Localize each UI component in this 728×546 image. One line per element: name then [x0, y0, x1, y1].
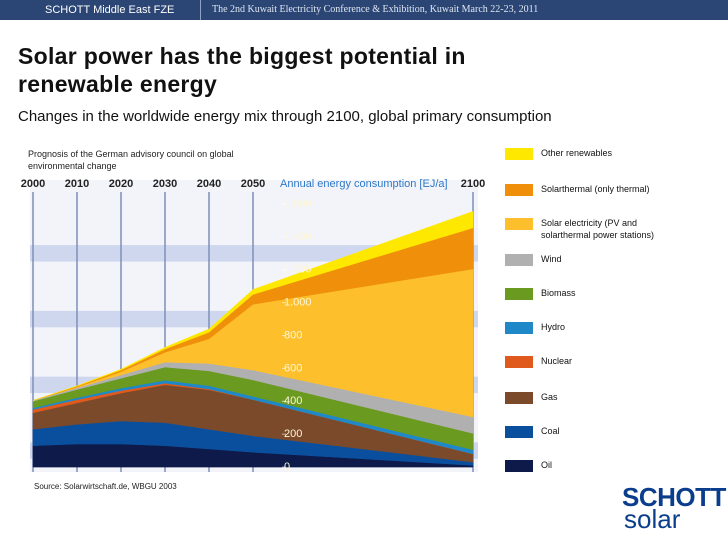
legend-swatch [505, 218, 533, 230]
legend-swatch [505, 288, 533, 300]
x-tick-label: 2030 [153, 178, 177, 190]
x-tick-label: 2050 [241, 178, 265, 190]
legend-swatch [505, 356, 533, 368]
legend-label: Hydro [541, 322, 566, 332]
legend-label: Biomass [541, 288, 576, 298]
chart-note: Prognosis of the German advisory council… [28, 149, 234, 171]
legend-label: Coal [541, 426, 560, 436]
legend-label: Solar electricity (PV and solarthermal p… [541, 218, 655, 240]
y-tick-label: 600 [284, 362, 302, 374]
x-tick-label: 2040 [197, 178, 221, 190]
header-separator [200, 0, 201, 20]
legend-label: Nuclear [541, 356, 573, 366]
slide-subtitle: Changes in the worldwide energy mix thro… [18, 108, 552, 125]
legend-label: Gas [541, 392, 558, 402]
slide-title: Solar power has the biggest potential in… [18, 43, 466, 97]
legend-swatch [505, 184, 533, 196]
legend-swatch [505, 392, 533, 404]
y-axis-label: Annual energy consumption [EJ/a] [280, 178, 448, 190]
y-tick-label: 1.000 [284, 297, 312, 309]
legend-label: Other renewables [541, 148, 613, 158]
x-tick-label: 2100 [461, 178, 485, 190]
y-tick-label: 0 [284, 461, 290, 473]
header-bar [0, 0, 728, 20]
y-tick-label: 1.400 [284, 231, 312, 243]
header-left: SCHOTT Middle East FZE [45, 4, 175, 16]
logo-brand: SCHOTT [622, 482, 726, 512]
legend-swatch [505, 426, 533, 438]
legend-swatch [505, 254, 533, 266]
x-tick-label: 2010 [65, 178, 89, 190]
legend-swatch [505, 148, 533, 160]
legend-label: Solarthermal (only thermal) [541, 184, 650, 194]
x-tick-label: 2000 [21, 178, 45, 190]
y-tick-label: 400 [284, 395, 302, 407]
legend-swatch [505, 460, 533, 472]
legend-label: Oil [541, 460, 552, 470]
area [32, 211, 474, 401]
y-tick-label: 1.200 [284, 264, 312, 276]
x-tick-label: 2020 [109, 178, 133, 190]
y-tick-label: 1.600 [284, 198, 312, 210]
legend-swatch [505, 322, 533, 334]
y-tick-label: 200 [284, 428, 302, 440]
logo-sub: solar [624, 504, 681, 534]
header-right: The 2nd Kuwait Electricity Conference & … [212, 4, 539, 15]
legend-label: Wind [541, 254, 562, 264]
y-tick-label: 800 [284, 329, 302, 341]
chart-source: Source: Solarwirtschaft.de, WBGU 2003 [34, 482, 177, 491]
